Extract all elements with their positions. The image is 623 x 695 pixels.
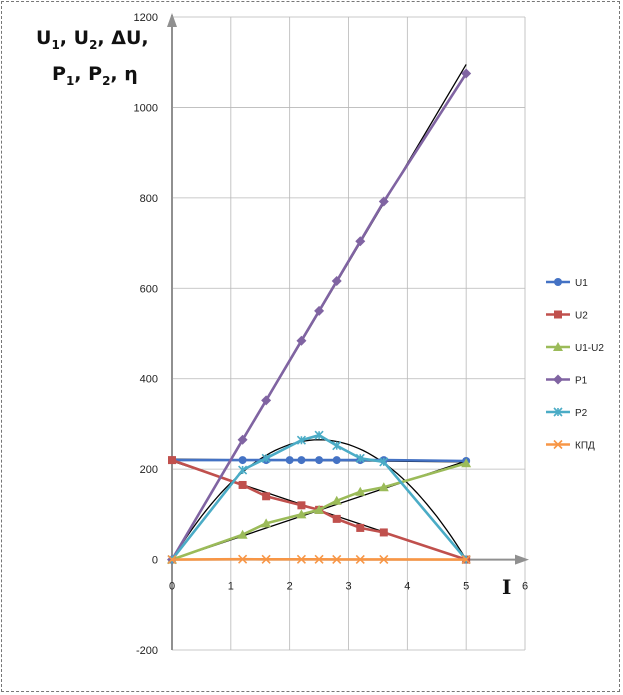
grid: [172, 16, 526, 651]
legend-u1-marker: [554, 278, 562, 286]
series-p2-point: [379, 457, 389, 467]
y-tick-label: 200: [140, 464, 158, 476]
series-кпд-point: [379, 554, 389, 565]
series-кпд-point: [296, 554, 306, 564]
series-p2-point: [332, 441, 342, 451]
series-u1-u2-point: [314, 504, 325, 514]
legend-p2: P2: [546, 407, 588, 419]
legend-u2-label: U2: [575, 311, 588, 322]
legend-p1-marker: [553, 374, 563, 385]
legend-кпд-label: КПД: [575, 441, 595, 452]
series-p2-point: [355, 453, 365, 463]
series-u1-u2: [167, 458, 472, 564]
series-кпд-point: [238, 554, 248, 564]
x-tick-label: 3: [345, 581, 351, 593]
legend-u2-marker: [554, 310, 562, 319]
legend: U1 U2 U1-U2 P1 P2 КПД: [546, 278, 604, 452]
series-u2-point: [332, 514, 341, 523]
series-u2-point: [262, 492, 271, 501]
series-p1-point: [378, 196, 389, 207]
legend-u1-u2-label: U1-U2: [575, 343, 604, 354]
series-u1-point: [285, 456, 294, 465]
series-p1-line: [170, 72, 468, 561]
series-u1-u2-point: [378, 482, 389, 492]
y-tick-label: 600: [140, 283, 158, 295]
legend-p1-label: P1: [575, 376, 588, 387]
x-tick-label: 5: [463, 581, 469, 593]
y-tick-label: 1000: [134, 102, 158, 114]
y-axis-label-line-2: P1, P2, η: [52, 63, 138, 88]
series-кпд-point: [314, 554, 324, 564]
series-u1-point: [332, 456, 341, 465]
legend-кпд-marker: [553, 439, 563, 450]
y-tick-label: -200: [136, 645, 158, 657]
legend-p2-marker: [553, 407, 563, 417]
series-p1-point: [296, 335, 307, 346]
series-u2-point: [297, 501, 306, 510]
series-p2-point: [238, 465, 248, 475]
x-tick-label: 4: [404, 581, 410, 593]
series-u2-point: [379, 528, 388, 537]
legend-u1: U1: [546, 278, 588, 289]
series-u1-u2-point: [296, 509, 307, 519]
legend-u2: U2: [546, 310, 588, 322]
series-u1-point: [238, 456, 247, 465]
x-axis-label: I: [502, 575, 511, 599]
series-p1-point: [355, 236, 366, 247]
legend-u1-label: U1: [575, 278, 588, 289]
series-p1-point: [461, 68, 472, 79]
legend-u1-u2: U1-U2: [546, 342, 604, 354]
y-tick-label: 0: [152, 555, 158, 567]
x-tick-label: 1: [228, 581, 234, 593]
trendline: [171, 439, 467, 560]
legend-u1-u2-marker: [553, 342, 563, 351]
tick-labels: -200 0 200 400 600 800 1000 1200 0 1 2 3 4 5 6: [134, 12, 529, 657]
y-tick-label: 1200: [134, 12, 158, 24]
series-u1-u2-point: [461, 458, 472, 468]
series-u1-point: [315, 456, 324, 465]
series-p2-point: [314, 430, 324, 440]
series-p2-point: [261, 453, 271, 463]
series-p1-point: [331, 276, 342, 287]
series-u1-u2-point: [237, 529, 248, 539]
series-u1-u2-point: [331, 495, 342, 505]
axes: [167, 13, 529, 650]
series-кпд-point: [461, 555, 471, 565]
series-p2-point: [296, 435, 306, 445]
series-p2-line: [170, 433, 468, 561]
series-кпд-point: [261, 554, 271, 564]
legend-p2-label: P2: [575, 408, 588, 419]
x-tick-label: 0: [169, 581, 175, 593]
series-p1-point: [314, 305, 325, 316]
series-кпд-point: [332, 554, 342, 564]
legend-кпд: КПД: [546, 439, 595, 452]
series-u2-point: [356, 523, 365, 532]
series-p1: [167, 68, 472, 565]
series-u2-point: [238, 480, 247, 489]
x-tick-label: 2: [287, 581, 293, 593]
series-group: [167, 68, 472, 565]
y-tick-label: 400: [140, 374, 158, 386]
series-u1-u2-point: [355, 486, 366, 496]
series-u2-point: [168, 456, 176, 465]
y-axis-label-line-1: U1, U2, ΔU,: [36, 27, 149, 52]
y-tick-label: 800: [140, 193, 158, 205]
series-кпд-point: [167, 555, 177, 565]
series-u1-u2-point: [261, 518, 272, 528]
legend-p1: P1: [546, 374, 588, 387]
x-tick-label: 6: [522, 581, 528, 593]
y-axis-arrow: [167, 13, 177, 27]
series-u1-point: [297, 456, 306, 465]
series-кпд-point: [355, 554, 365, 564]
series-кпд: [167, 554, 471, 565]
x-axis-arrow: [515, 554, 529, 565]
series-u1: [168, 456, 471, 466]
series-p1-point: [237, 434, 248, 445]
series-p1-point: [261, 395, 272, 406]
